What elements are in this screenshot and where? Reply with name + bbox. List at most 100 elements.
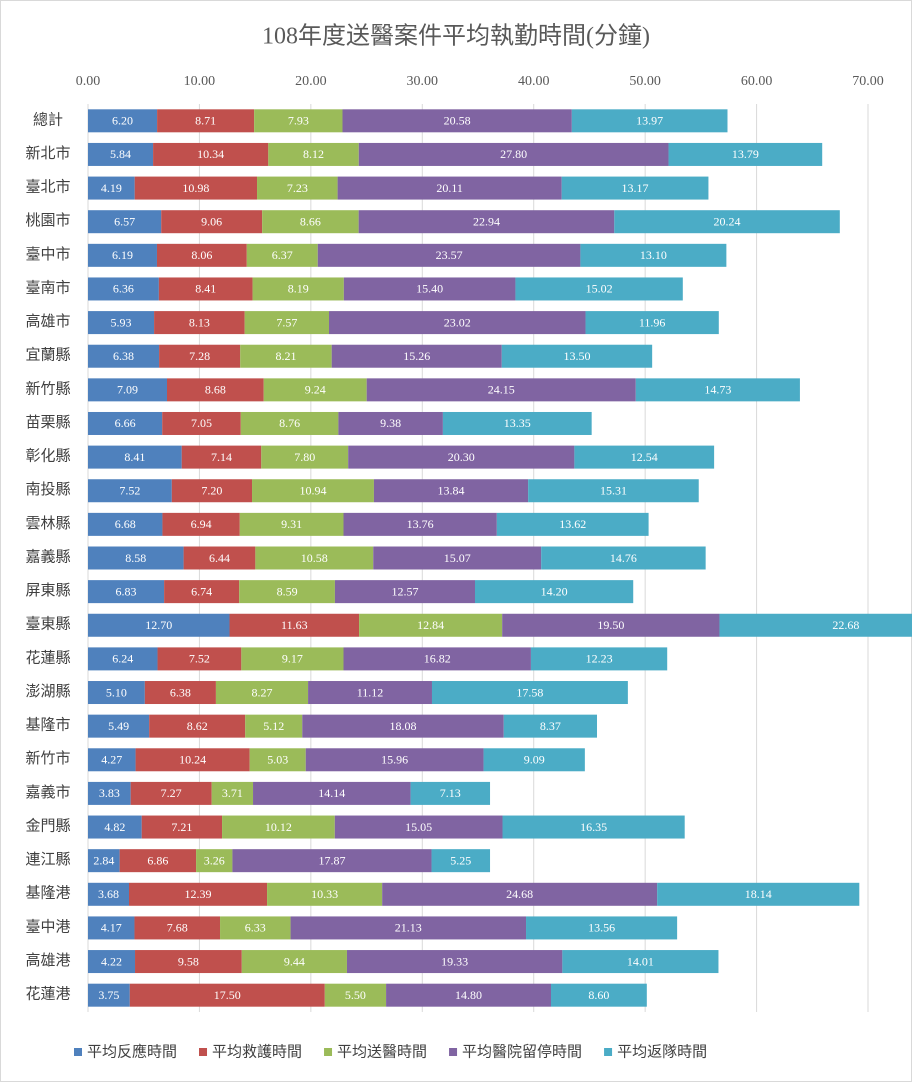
legend-label: 平均送醫時間: [337, 1043, 427, 1060]
bar-segment: [171, 479, 253, 503]
bar-segment: [181, 445, 262, 469]
legend-label: 平均反應時間: [87, 1042, 177, 1060]
bar-segment: [215, 681, 309, 705]
data-label: 15.05: [405, 820, 432, 834]
bar-segment: [88, 815, 142, 839]
bar-segment: [257, 176, 338, 200]
data-label: 22.94: [473, 214, 500, 228]
data-label: 6.33: [245, 921, 266, 935]
data-label: 5.93: [111, 315, 132, 329]
bar-segment: [290, 916, 527, 940]
x-tick-label: 50.00: [629, 74, 661, 89]
data-label: 9.58: [178, 954, 199, 968]
bar-segment: [580, 243, 727, 267]
bar-segment: [571, 109, 728, 133]
bar-segment: [410, 781, 491, 805]
data-label: 15.07: [444, 551, 471, 565]
bar-segment: [483, 748, 585, 772]
y-tick-label: 新北市: [25, 145, 70, 162]
data-label: 15.02: [586, 282, 613, 296]
data-label: 10.94: [299, 483, 326, 497]
y-tick-label: 嘉義市: [25, 784, 70, 801]
legend-swatch: [324, 1048, 333, 1056]
data-label: 10.33: [311, 887, 338, 901]
legend-swatch: [604, 1048, 613, 1056]
bar-segment: [88, 109, 158, 133]
data-label: 24.68: [506, 887, 533, 901]
bar-segment: [561, 176, 709, 200]
data-label: 8.68: [205, 383, 226, 397]
data-label: 23.02: [444, 315, 471, 329]
bar-segment: [252, 277, 344, 301]
bar-segment: [154, 311, 245, 335]
bar-segment: [252, 479, 374, 503]
data-label: 13.17: [622, 181, 649, 195]
bar-segment: [88, 344, 160, 368]
bar-segment: [262, 210, 359, 234]
data-label: 7.14: [211, 450, 232, 464]
data-label: 10.98: [182, 181, 209, 195]
x-tick-label: 0.00: [76, 74, 101, 89]
data-label: 4.17: [101, 921, 122, 935]
data-label: 7.52: [119, 483, 140, 497]
data-label: 10.34: [197, 147, 224, 161]
bar-segment: [254, 109, 343, 133]
bar-segment: [153, 142, 269, 166]
bar-segment: [159, 344, 241, 368]
data-label: 9.06: [201, 214, 222, 228]
bar-segment: [366, 378, 636, 402]
bar-segment: [245, 714, 303, 738]
bar-segment: [222, 815, 335, 839]
bar-segment: [503, 714, 598, 738]
bar-segment: [334, 580, 475, 604]
bar-segment: [129, 983, 325, 1007]
data-label: 14.80: [455, 988, 482, 1002]
bar-segment: [239, 580, 335, 604]
y-tick-label: 高雄港: [25, 952, 70, 969]
data-label: 10.58: [301, 551, 328, 565]
bar-segment: [263, 378, 367, 402]
data-label: 15.26: [403, 349, 430, 363]
bar-segment: [88, 647, 158, 671]
data-label: 7.20: [201, 483, 222, 497]
data-label: 3.75: [98, 988, 119, 1002]
data-label: 19.50: [597, 618, 624, 632]
data-label: 3.83: [99, 786, 120, 800]
data-label: 12.84: [417, 618, 444, 632]
data-label: 6.66: [115, 416, 136, 430]
bar-segment: [241, 647, 344, 671]
data-label: 6.94: [191, 517, 212, 531]
bar-segment: [496, 512, 649, 536]
data-label: 7.93: [288, 114, 309, 128]
bar-segment: [343, 512, 497, 536]
bar-segment: [130, 781, 212, 805]
data-label: 6.38: [113, 349, 134, 363]
y-tick-label: 臺南市: [25, 279, 70, 296]
bar-segment: [308, 681, 432, 705]
bar-segment: [474, 580, 634, 604]
legend-label: 平均返隊時間: [617, 1043, 707, 1060]
bar-segment: [442, 411, 592, 435]
data-label: 8.27: [251, 685, 272, 699]
bar-segment: [88, 849, 120, 873]
y-tick-label: 總計: [33, 110, 63, 128]
bar-segment: [585, 311, 719, 335]
bar-segment: [431, 849, 491, 873]
data-label: 11.12: [357, 685, 384, 699]
y-tick-label: 宜蘭縣: [25, 347, 70, 364]
y-tick-label: 苗栗縣: [25, 414, 70, 431]
bar-segment: [382, 882, 658, 906]
bar-segment: [501, 344, 653, 368]
x-tick-label: 70.00: [852, 74, 884, 89]
bar-segment: [268, 142, 359, 166]
data-label: 12.57: [391, 584, 418, 598]
data-label: 8.12: [303, 147, 324, 161]
data-label: 16.35: [580, 820, 607, 834]
data-label: 15.40: [416, 282, 443, 296]
data-label: 13.56: [588, 921, 615, 935]
bar-segment: [329, 311, 586, 335]
bar-segment: [88, 445, 182, 469]
legend-swatch: [199, 1048, 208, 1056]
y-tick-label: 臺中港: [25, 918, 70, 935]
bar-segment: [129, 882, 268, 906]
